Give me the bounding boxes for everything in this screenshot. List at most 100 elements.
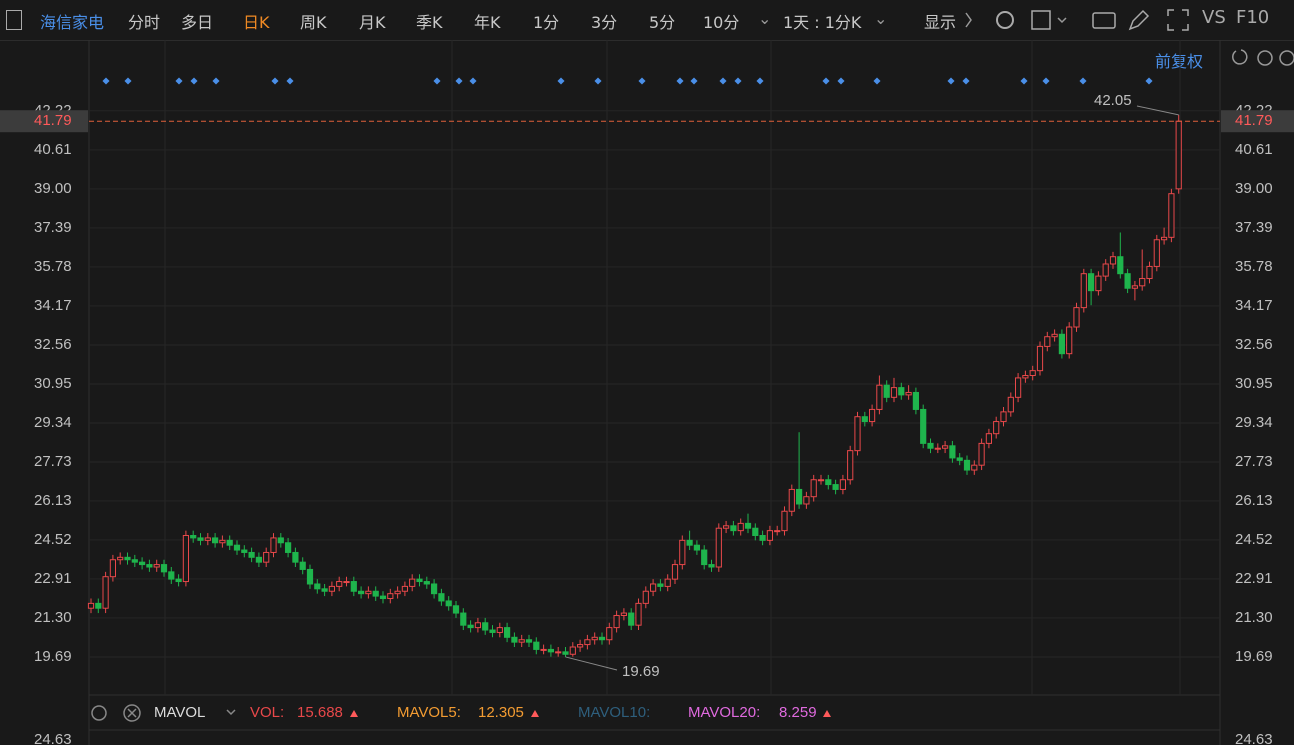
y-tick-label-right: 35.78 xyxy=(1235,258,1273,275)
y-tick-label: 30.95 xyxy=(34,375,72,392)
candle-body xyxy=(642,590,649,604)
period-selector[interactable]: 1天 : 1分K xyxy=(783,13,862,32)
candle-body xyxy=(664,578,671,587)
display-chevron[interactable] xyxy=(965,12,972,28)
display-menu[interactable]: 显示 xyxy=(924,13,957,32)
vol-settings-icon[interactable] xyxy=(91,705,107,721)
f10-button[interactable]: F10 xyxy=(1236,7,1270,28)
candle-body xyxy=(387,593,394,600)
adjust-mode[interactable]: 前复权 xyxy=(1155,52,1204,71)
candle-body xyxy=(1066,326,1073,355)
low-label: 19.69 xyxy=(622,663,660,680)
candle-body xyxy=(635,602,642,626)
indicator-chevron[interactable] xyxy=(226,709,236,716)
stock-name[interactable]: 海信家电 xyxy=(40,13,105,32)
event-marker xyxy=(873,77,881,85)
candle-body xyxy=(175,578,182,583)
period-tab[interactable]: 多日 xyxy=(181,13,214,32)
draw-icon[interactable] xyxy=(1128,9,1150,31)
candle-body xyxy=(285,542,292,553)
candle-body xyxy=(197,537,204,541)
candle-body xyxy=(861,416,868,423)
settings-icon[interactable] xyxy=(996,11,1014,29)
candle-body xyxy=(489,629,496,633)
period-tab[interactable]: 周K xyxy=(300,13,327,32)
candle-body xyxy=(394,590,401,595)
vs-button[interactable]: VS xyxy=(1202,7,1226,28)
event-marker xyxy=(212,77,220,85)
candle-body xyxy=(876,384,883,410)
period-tab[interactable]: 日K xyxy=(243,13,270,32)
candle-body xyxy=(511,636,518,643)
vol-close-icon[interactable] xyxy=(123,704,141,722)
event-marker xyxy=(837,77,845,85)
zoom-out[interactable] xyxy=(1257,50,1273,66)
event-marker xyxy=(638,77,646,85)
chart-controls xyxy=(1232,49,1294,66)
candle-body xyxy=(547,648,554,653)
candle-body xyxy=(343,581,350,584)
candle-body xyxy=(365,590,372,595)
candle-body xyxy=(934,447,941,450)
candle-body xyxy=(460,612,467,626)
period-tab[interactable]: 10分 xyxy=(703,13,740,32)
candle-body xyxy=(890,387,898,398)
event-marker xyxy=(271,77,279,85)
period-tab[interactable]: 分时 xyxy=(128,13,161,32)
candle-body xyxy=(569,646,576,655)
period-tab[interactable]: 5分 xyxy=(649,13,676,32)
candle-body xyxy=(1058,333,1066,355)
more-periods[interactable]: ⌄ xyxy=(758,9,772,28)
event-marker xyxy=(756,77,764,85)
screenshot-icon[interactable] xyxy=(1092,12,1116,29)
last-price-tag: 41.79 xyxy=(1235,112,1273,129)
candle-body xyxy=(328,585,335,592)
candle-body xyxy=(606,627,613,641)
period-tab[interactable]: 季K xyxy=(416,13,443,32)
candle-body xyxy=(1044,336,1051,347)
candle-body xyxy=(1153,239,1160,267)
event-marker xyxy=(719,77,727,85)
candle-body xyxy=(942,445,949,449)
sidebar-toggle[interactable] xyxy=(6,10,22,30)
fullscreen-icon[interactable] xyxy=(1167,9,1189,31)
period-chevron[interactable]: ⌄ xyxy=(874,9,888,28)
last-price-tag-bg xyxy=(0,110,88,133)
candle-body xyxy=(1175,120,1182,190)
indicator-name[interactable]: MAVOL xyxy=(154,704,205,721)
candle-body xyxy=(270,537,277,553)
candle-body xyxy=(87,602,95,609)
layout-chevron[interactable] xyxy=(1057,17,1067,24)
candle-body xyxy=(445,600,452,607)
candle-body xyxy=(146,564,153,568)
candle-body xyxy=(817,479,825,482)
layout-icon[interactable] xyxy=(1031,10,1051,30)
candle-body xyxy=(978,442,985,466)
candle-body xyxy=(525,639,533,643)
candle-body xyxy=(832,484,839,490)
period-tab[interactable]: 月K xyxy=(359,13,386,32)
period-tab[interactable]: 年K xyxy=(474,13,501,32)
candle-body xyxy=(730,525,737,532)
candle-body xyxy=(212,537,219,544)
y-tick-label: 21.30 xyxy=(34,609,72,626)
candle-body xyxy=(963,459,971,471)
reset-icon[interactable] xyxy=(1232,49,1248,65)
y-tick-label: 40.61 xyxy=(34,141,72,158)
candle-body xyxy=(182,534,190,583)
high-pointer xyxy=(1136,105,1179,116)
period-tab[interactable]: 3分 xyxy=(591,13,618,32)
candle-body xyxy=(233,544,241,551)
trend-up-icon xyxy=(350,710,358,717)
y-tick-label-right: 19.69 xyxy=(1235,648,1273,665)
candle-body xyxy=(504,627,511,638)
y-tick-label: 27.73 xyxy=(34,453,72,470)
zoom-in[interactable] xyxy=(1279,50,1294,66)
y-tick-label-right: 29.34 xyxy=(1235,414,1273,431)
candle-body xyxy=(715,527,722,568)
y-tick-label-right: 30.95 xyxy=(1235,375,1273,392)
candle-body xyxy=(1022,374,1029,379)
event-marker xyxy=(469,77,477,85)
period-tab[interactable]: 1分 xyxy=(533,13,560,32)
candle-body xyxy=(1088,273,1095,292)
